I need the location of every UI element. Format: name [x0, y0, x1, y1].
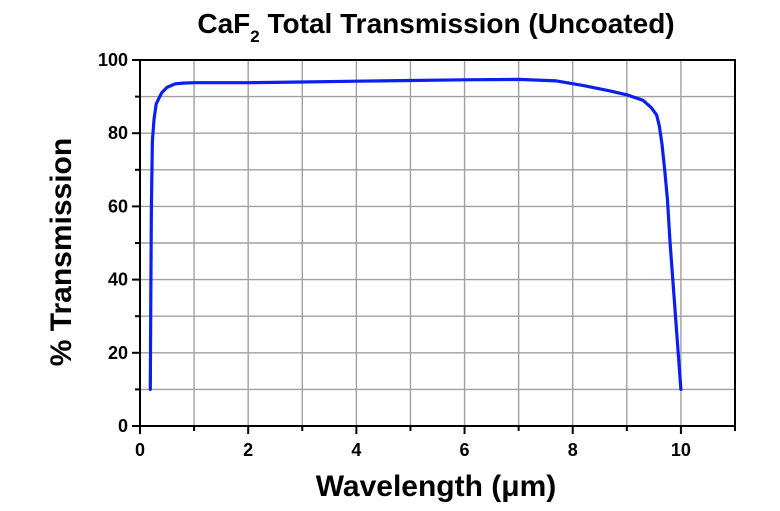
axis-ticks [132, 59, 736, 434]
plot-frame [139, 59, 736, 427]
y-axis-label: % Transmission [45, 138, 78, 366]
y-tick-label: 100 [98, 50, 128, 70]
x-tick-label: 8 [568, 440, 578, 460]
series-line [148, 77, 683, 391]
grid-lines [140, 60, 735, 426]
y-tick-label: 40 [108, 270, 128, 290]
y-tick-label: 60 [108, 196, 128, 216]
x-tick-label: 4 [351, 440, 361, 460]
x-tick-label: 6 [460, 440, 470, 460]
x-tick-label: 0 [135, 440, 145, 460]
x-tick-label: 2 [243, 440, 253, 460]
x-tick-label: 10 [671, 440, 691, 460]
y-tick-label: 20 [108, 343, 128, 363]
y-tick-label: 80 [108, 123, 128, 143]
chart-title: CaF2 Total Transmission (Uncoated) [197, 8, 674, 46]
x-axis-label: Wavelength (μm) [316, 470, 557, 503]
y-tick-label: 0 [118, 416, 128, 436]
series-layer [148, 77, 683, 391]
